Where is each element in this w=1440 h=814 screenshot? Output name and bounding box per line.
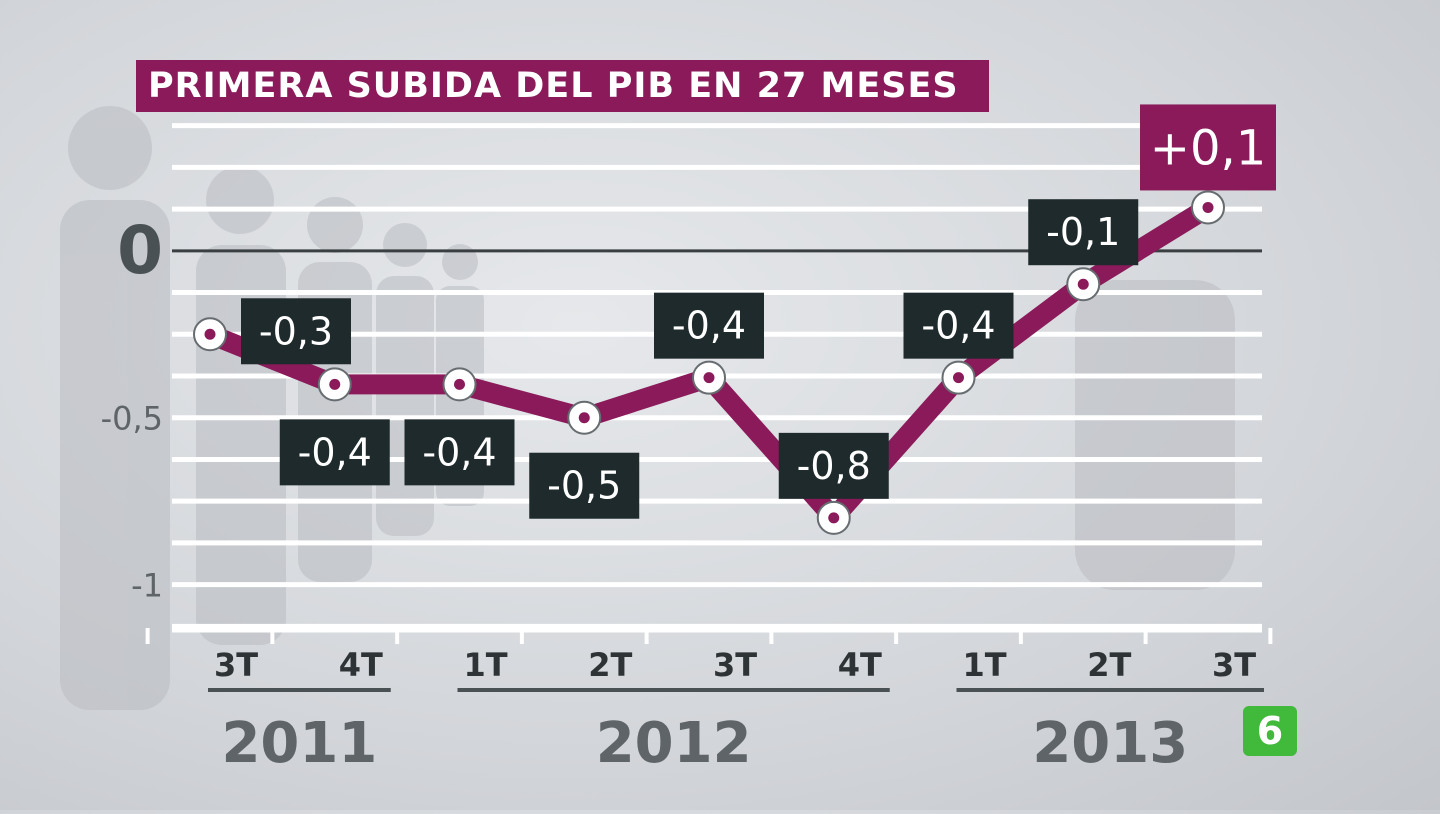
year-label: 2012: [596, 711, 752, 776]
data-label: -0,1: [1046, 210, 1120, 254]
chart-title: PRIMERA SUBIDA DEL PIB EN 27 MESES: [136, 60, 989, 112]
data-point-center: [953, 372, 964, 384]
highlight-label-box: [1140, 104, 1276, 191]
data-label-box: [654, 292, 764, 359]
data-label: +0,1: [1150, 120, 1267, 176]
figure-body: [60, 200, 170, 710]
year-label: 2013: [1032, 711, 1188, 776]
data-point-center: [1077, 278, 1089, 290]
figure-head: [206, 166, 274, 234]
year-label: 2011: [221, 711, 377, 776]
data-label-box: [279, 419, 390, 486]
data-label: -0,4: [298, 430, 372, 474]
figure-body: [1075, 280, 1235, 590]
x-tick-label: 4T: [838, 646, 882, 684]
data-point-center: [454, 378, 465, 390]
figure-head: [307, 197, 363, 253]
figure-head: [383, 223, 427, 267]
data-label: -0,4: [422, 430, 496, 474]
figure-head: [68, 106, 152, 190]
data-label: -0,4: [921, 304, 995, 348]
y-tick-label: -1: [131, 567, 163, 605]
data-label: -0,3: [259, 309, 333, 353]
x-axis: 3T 4T 1T 2T 3T 4T 1T 2T 3T 2011 2012 2013: [145, 627, 1273, 776]
x-tick-label: 2T: [1087, 646, 1131, 684]
background-figures: [60, 106, 1235, 710]
data-label-box: [778, 432, 889, 499]
x-tick-label: 1T: [962, 646, 1006, 684]
figure-body: [376, 276, 434, 536]
data-point-center: [828, 512, 840, 524]
y-tick-label: -0,5: [101, 400, 163, 438]
data-point-center: [578, 412, 590, 424]
x-tick-label: 3T: [214, 646, 258, 684]
figure-head: [442, 244, 478, 280]
data-label-box: [404, 419, 515, 486]
y-tick-label: 0: [117, 212, 163, 289]
y-axis: 0 -0,5 -1: [101, 212, 163, 605]
data-point-center: [329, 378, 341, 390]
data-labels: -0,3 -0,4 -0,4 -0,5 -0,4 -0,8 -0,4 -0,1 +0,1: [241, 104, 1276, 519]
series-line: [193, 190, 1225, 535]
x-tick-label: 4T: [339, 646, 383, 684]
channel-logo: 6: [1243, 706, 1297, 756]
data-point-center: [204, 328, 216, 340]
data-label: -0,8: [797, 444, 871, 488]
data-label: -0,4: [672, 304, 746, 348]
data-label-box: [241, 298, 351, 365]
data-label: -0,5: [547, 464, 621, 508]
data-point-center: [1202, 201, 1214, 213]
data-label-box: [903, 292, 1014, 359]
x-tick-label: 3T: [713, 646, 757, 684]
x-tick-label: 2T: [588, 646, 632, 684]
data-label-box: [529, 452, 640, 519]
data-label-box: [1028, 199, 1139, 266]
data-point-center: [703, 372, 715, 384]
x-tick-label: 3T: [1212, 646, 1256, 684]
x-tick-label: 1T: [463, 646, 507, 684]
